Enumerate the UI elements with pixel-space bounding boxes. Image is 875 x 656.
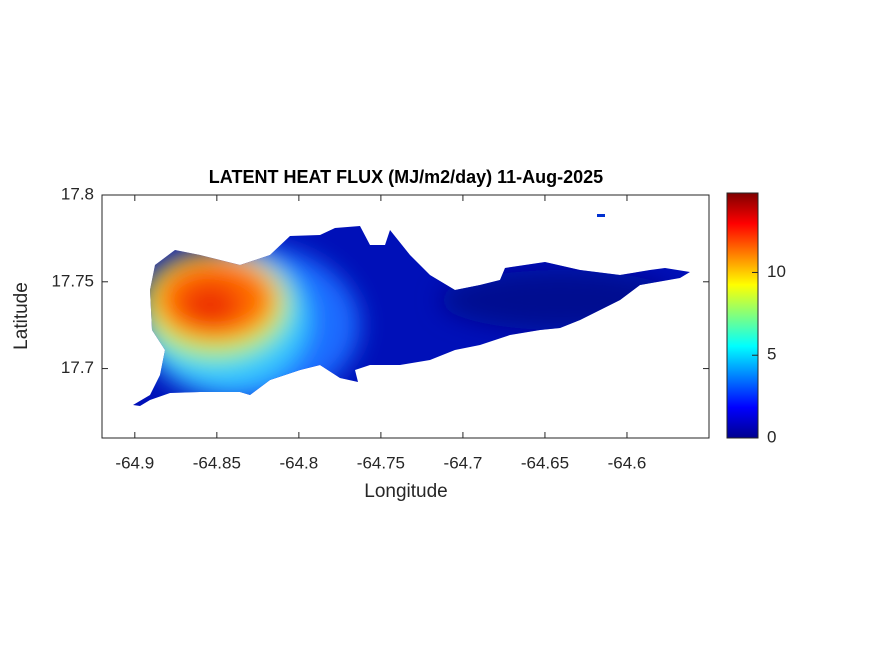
x-axis-label: Longitude <box>364 481 447 502</box>
x-tick-label: -64.8 <box>279 453 318 472</box>
x-tick-label: -64.7 <box>444 453 483 472</box>
islet <box>597 214 605 217</box>
colorbar-tick-label: 10 <box>767 262 786 281</box>
y-axis-label: Latitude <box>11 282 32 350</box>
x-tick-label: -64.6 <box>608 453 647 472</box>
x-tick-label: -64.9 <box>115 453 154 472</box>
x-tick-label: -64.75 <box>357 453 405 472</box>
x-tick-label: -64.85 <box>193 453 241 472</box>
y-tick-label: 17.7 <box>61 358 94 377</box>
y-tick-label: 17.75 <box>51 271 94 290</box>
chart-title: LATENT HEAT FLUX (MJ/m2/day) 11-Aug-2025 <box>209 167 603 187</box>
x-tick-label: -64.65 <box>521 453 569 472</box>
colorbar-tick-label: 5 <box>767 345 776 364</box>
colorbar-tick-label: 0 <box>767 427 776 446</box>
y-tick-label: 17.8 <box>61 184 94 203</box>
colorbar <box>726 192 759 439</box>
